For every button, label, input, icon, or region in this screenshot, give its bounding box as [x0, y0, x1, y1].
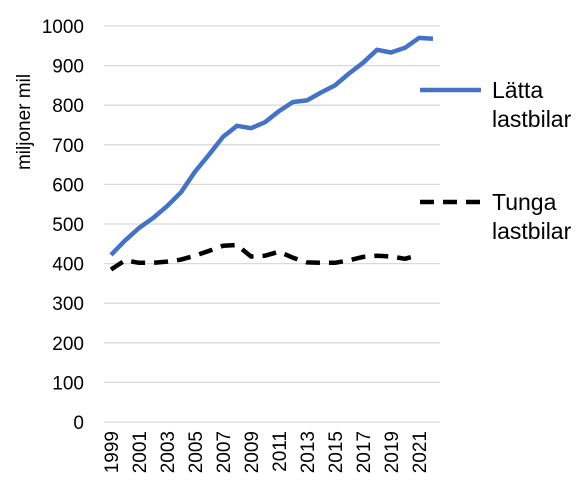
legend-label-heavy-trucks-2: lastbilar [492, 218, 572, 244]
x-tick-label: 2017 [354, 431, 375, 473]
x-tick-label: 2007 [214, 431, 235, 473]
y-tick-label: 700 [52, 136, 84, 157]
y-tick-labels: 0 100 200 300 400 500 600 700 800 900 1000 [42, 17, 84, 434]
x-tick-label: 2001 [130, 431, 151, 473]
y-tick-label: 100 [52, 373, 84, 394]
legend-label-light-trucks-2: lastbilar [492, 106, 572, 132]
series-line-heavy-trucks [109, 242, 420, 272]
legend-label-heavy-trucks-1: Tunga [492, 189, 557, 215]
y-tick-label: 900 [52, 57, 84, 78]
y-tick-label: 0 [73, 413, 84, 434]
x-tick-label: 2019 [382, 431, 403, 473]
x-tick-label: 2009 [242, 431, 263, 473]
y-tick-label: 400 [52, 255, 84, 276]
x-tick-label: 1999 [102, 431, 123, 473]
y-tick-label: 300 [52, 294, 84, 315]
y-tick-label: 800 [52, 96, 84, 117]
x-tick-label: 2013 [298, 431, 319, 473]
x-tick-label: 2011 [270, 431, 291, 472]
y-tick-label: 1000 [42, 17, 84, 38]
legend: Lätta lastbilar Tunga lastbilar [420, 77, 572, 244]
y-tick-label: 600 [52, 175, 84, 196]
gridlines [104, 25, 440, 384]
x-tick-label: 2003 [158, 431, 179, 473]
y-tick-label: 500 [52, 215, 84, 236]
series-lines [109, 35, 434, 272]
y-tick-label: 200 [52, 334, 84, 355]
series-line-light-trucks [109, 35, 434, 257]
x-tick-label: 2015 [326, 431, 347, 473]
y-axis-label: miljoner mil [14, 74, 35, 170]
legend-label-light-trucks-1: Lätta [492, 77, 543, 103]
x-tick-label: 2005 [186, 431, 207, 473]
x-tick-label: 2021 [410, 431, 431, 473]
x-tick-labels: 1999 2001 2003 2005 2007 2009 2011 2013 2015 2017… [102, 431, 431, 473]
